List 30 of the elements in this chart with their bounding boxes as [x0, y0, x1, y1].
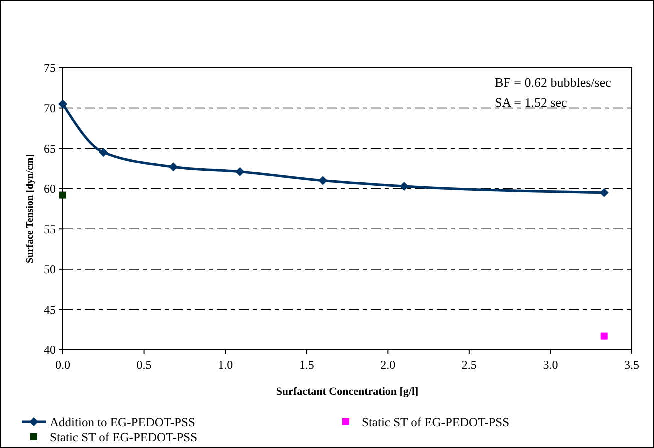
point — [318, 176, 328, 186]
x-tick-label: 0.5 — [136, 358, 152, 372]
x-tick-label: 1.5 — [299, 358, 314, 372]
legend-label: Addition to EG-PEDOT-PSS — [50, 415, 196, 430]
x-tick-label: 3.0 — [543, 358, 558, 372]
legend-label: Static ST of EG-PEDOT-PSS — [362, 415, 510, 430]
y-tick-label: 40 — [44, 343, 56, 358]
y-axis-title: Surface Tension [dyn/cm] — [25, 154, 36, 264]
x-tick-label: 0.0 — [56, 358, 70, 372]
point — [236, 167, 245, 176]
point — [99, 148, 108, 158]
x-tick-label: 2.5 — [462, 358, 477, 372]
point — [169, 162, 178, 172]
x-tick-label: 3.5 — [624, 358, 640, 372]
annotation: SA = 1.52 sec — [495, 95, 568, 110]
y-tick-label: 75 — [44, 61, 56, 76]
y-tick-label: 55 — [44, 222, 56, 236]
annotation: BF = 0.62 bubbles/sec — [495, 75, 612, 90]
y-tick-label: 60 — [44, 182, 56, 196]
point — [60, 192, 66, 199]
x-tick-label: 1.0 — [218, 358, 234, 372]
y-tick-label: 50 — [44, 262, 56, 277]
point — [58, 100, 68, 109]
y-tick-label: 45 — [44, 302, 56, 317]
x-axis-title: Surfactant Concentration [g/l] — [276, 386, 419, 398]
point — [600, 332, 608, 340]
x-tick-label: 2.0 — [380, 358, 396, 372]
y-tick-label: 70 — [44, 101, 56, 116]
y-tick-label: 65 — [44, 142, 56, 156]
legend-label: Static ST of EG-PEDOT-PSS — [50, 430, 198, 444]
